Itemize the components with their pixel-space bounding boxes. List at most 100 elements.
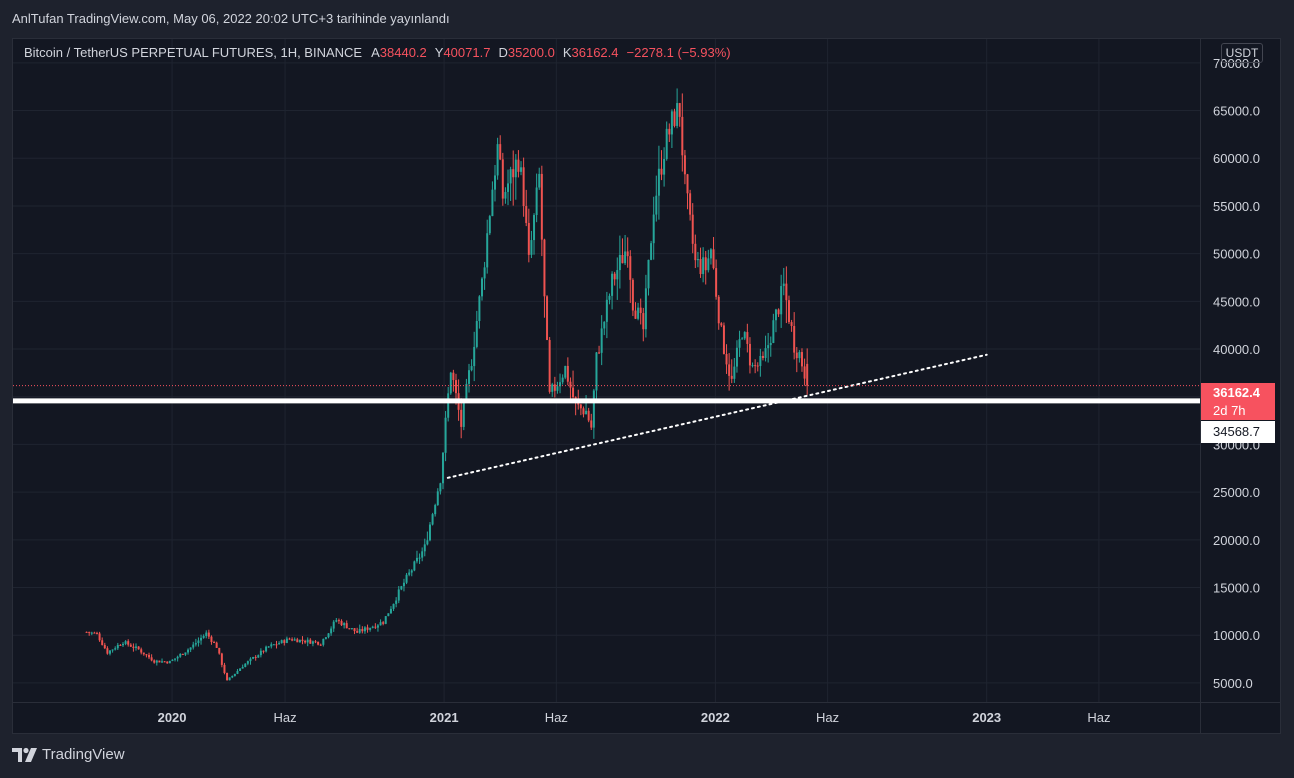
candle-body: [246, 661, 249, 664]
dotted-trendline: [446, 353, 988, 479]
candle-body: [304, 640, 307, 643]
candle-body: [754, 365, 757, 367]
time-tick-label: Haz: [545, 710, 568, 725]
candle-body: [720, 323, 723, 326]
currency-button[interactable]: USDT: [1221, 43, 1263, 63]
candle-body: [119, 644, 122, 646]
candle-body: [735, 347, 738, 367]
candle-body: [676, 103, 679, 126]
candle-body: [223, 664, 226, 673]
time-axis: 2020 Haz 2021 Haz 2022 Haz 2023 Haz: [158, 710, 1111, 725]
candle-body: [98, 633, 101, 641]
candle-body: [127, 641, 130, 645]
brand-logo[interactable]: TradingView: [12, 746, 125, 763]
tradingview-logo-icon: [12, 747, 38, 763]
level-price-tag: 34568.7: [1201, 421, 1275, 443]
candle-body: [395, 600, 398, 604]
candle-body: [540, 173, 543, 240]
candle-body: [436, 491, 439, 506]
candle-body: [356, 631, 359, 633]
candle-body: [447, 393, 450, 418]
candle-body: [800, 352, 803, 367]
candle-body: [670, 111, 673, 135]
candle-body: [699, 258, 702, 275]
candle-body: [660, 168, 663, 175]
open-label: A: [371, 45, 380, 60]
candle-body: [683, 155, 686, 175]
candle-body: [707, 258, 710, 271]
candle-body: [686, 174, 689, 194]
candle-body: [478, 296, 481, 322]
candle-body: [207, 632, 210, 637]
candle-body: [122, 643, 125, 646]
low-label: D: [498, 45, 508, 60]
candle-body: [197, 640, 200, 644]
candle-body: [210, 636, 213, 643]
candle-body: [301, 639, 304, 641]
candle-body: [507, 183, 510, 192]
candle-body: [439, 483, 442, 492]
candle-body: [741, 338, 744, 340]
candle-body: [90, 632, 93, 634]
candle-body: [509, 169, 512, 184]
candle-body: [376, 625, 379, 628]
last-price-tag: 36162.4 2d 7h: [1201, 383, 1275, 420]
candle-body: [787, 300, 790, 323]
candle-body: [743, 332, 746, 339]
candle-body: [722, 325, 725, 354]
candle-body: [179, 653, 182, 657]
candle-body: [678, 103, 681, 117]
symbol-legend[interactable]: Bitcoin / TetherUS PERPETUAL FUTURES, 1H…: [24, 45, 739, 60]
candle-body: [236, 670, 239, 674]
candle-body: [309, 639, 312, 644]
time-tick-label: 2023: [972, 710, 1001, 725]
candle-body: [311, 641, 314, 644]
candle-body: [548, 339, 551, 392]
candle-body: [155, 660, 158, 663]
candle-body: [317, 641, 320, 645]
candle-body: [270, 644, 273, 647]
candle-body: [114, 648, 117, 650]
candle-body: [564, 365, 567, 378]
candle-body: [161, 661, 164, 663]
candle-body: [228, 677, 231, 681]
change-value: −2278.1 (−5.93%): [626, 45, 731, 60]
candle-body: [465, 383, 468, 401]
candle-body: [579, 404, 582, 409]
candle-body: [592, 390, 595, 428]
candle-body: [467, 370, 470, 384]
candle-body: [501, 159, 504, 199]
candle-body: [353, 628, 356, 632]
candle-body: [652, 214, 655, 244]
candle-body: [665, 128, 668, 159]
candle-body: [663, 158, 666, 175]
candle-body: [410, 570, 413, 573]
candle-body: [267, 646, 270, 648]
candle-body: [668, 128, 671, 135]
candle-body: [135, 646, 138, 648]
bar-countdown: 2d 7h: [1213, 403, 1246, 418]
candle-body: [215, 642, 218, 648]
candle-body: [145, 654, 148, 656]
close-label: K: [562, 45, 572, 60]
candle-body: [244, 663, 247, 667]
candle-body: [192, 644, 195, 648]
candle-body: [462, 400, 465, 427]
candle-body: [283, 640, 286, 643]
candle-body: [689, 193, 692, 215]
candle-body: [709, 249, 712, 259]
candle-body: [644, 288, 647, 330]
candle-body: [725, 353, 728, 365]
high-value: 40071.7: [443, 45, 491, 60]
price-tick-label: 45000.0: [1213, 294, 1260, 309]
brand-name: TradingView: [42, 746, 125, 763]
candle-body: [806, 363, 809, 386]
candle-body: [132, 646, 135, 648]
candle-body: [764, 348, 767, 358]
candle-body: [798, 352, 801, 359]
candle-body: [520, 167, 523, 172]
low-value: 35200.0: [507, 45, 555, 60]
candle-body: [639, 307, 642, 314]
candle-body: [252, 657, 255, 659]
